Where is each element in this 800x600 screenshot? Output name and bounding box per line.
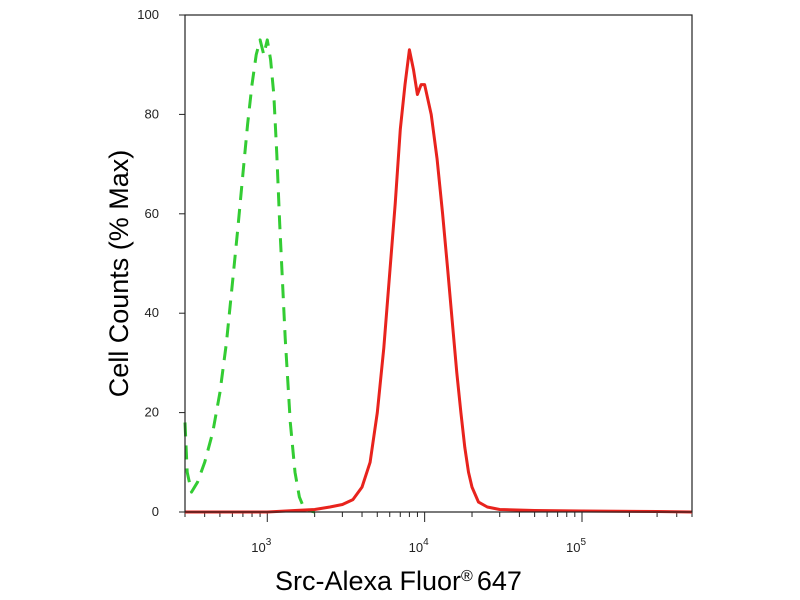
x-tick-label-base: 10 — [409, 540, 423, 555]
x-tick-label: 104 — [409, 537, 429, 555]
x-tick-label-base: 10 — [251, 540, 265, 555]
x-axis-title-text: Src-Alexa Fluor — [275, 566, 461, 596]
x-axis-title-suffix: 647 — [477, 566, 522, 596]
y-tick-label: 20 — [145, 405, 159, 420]
series-layer — [183, 38, 693, 514]
x-tick-label-base: 10 — [566, 540, 580, 555]
x-tick-label-exponent: 5 — [580, 537, 586, 548]
plot-area-frame — [184, 14, 693, 513]
series-line-red-solid — [185, 48, 693, 514]
x-tick-label-exponent: 3 — [266, 537, 272, 548]
x-tick-label: 105 — [566, 537, 586, 555]
y-tick-label: 100 — [137, 7, 159, 22]
x-axis-title-mark: ® — [461, 568, 473, 585]
series-line-green-dashed — [183, 38, 316, 514]
x-axis-title: Src-Alexa Fluor® 647 — [275, 566, 522, 596]
y-axis-title: Cell Counts (% Max) — [104, 150, 134, 398]
x-tick-label-exponent: 4 — [423, 537, 429, 548]
y-tick-label: 40 — [145, 305, 159, 320]
y-tick-label: 60 — [145, 206, 159, 221]
y-tick-label: 0 — [152, 504, 159, 519]
x-tick-label: 103 — [251, 537, 271, 555]
y-tick-label: 80 — [145, 106, 159, 121]
